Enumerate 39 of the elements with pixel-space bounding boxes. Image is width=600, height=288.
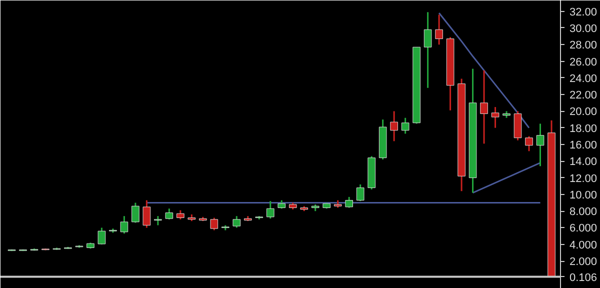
y-tick-label: 16.00 <box>570 140 598 152</box>
candlestick <box>401 117 410 134</box>
y-tick-label: 14.00 <box>570 156 598 168</box>
y-tick-label: 8.000 <box>570 206 598 218</box>
y-tick-label: 6.000 <box>570 222 598 235</box>
candlestick <box>120 215 128 234</box>
y-tick-label: 10.00 <box>570 189 598 202</box>
candlestick <box>132 202 140 224</box>
y-tick-label: 4.000 <box>570 239 598 252</box>
y-tick-label: 32.00 <box>570 6 598 18</box>
candlestick <box>525 135 533 152</box>
y-tick-label: 28.00 <box>570 40 598 52</box>
candlestick <box>210 217 218 231</box>
candlestick <box>424 11 432 89</box>
y-tick-label: 24.00 <box>570 72 598 85</box>
candlestick <box>480 70 488 144</box>
y-tick-label: 20.00 <box>570 106 598 118</box>
candlestick <box>491 106 500 129</box>
candlestick <box>345 196 353 209</box>
candlestick <box>98 226 106 246</box>
candlestick <box>232 215 241 228</box>
candlestick <box>536 122 544 167</box>
y-tick-label: 22.00 <box>570 90 598 102</box>
candlestick <box>435 14 443 46</box>
candlestick <box>266 200 274 220</box>
y-tick-label: 18.00 <box>570 122 598 135</box>
y-tick-label: 0.106 <box>570 272 598 284</box>
candlestick <box>356 184 364 202</box>
y-tick-label: 12.00 <box>570 172 598 185</box>
y-tick-label: 2.000 <box>570 256 598 268</box>
line-series <box>438 12 530 129</box>
candlestick <box>390 110 398 142</box>
candlestick <box>154 215 162 226</box>
candlestick <box>176 210 184 220</box>
line-series <box>472 162 542 194</box>
y-tick-label: 30.00 <box>570 22 598 35</box>
candlestick <box>165 208 174 220</box>
candlestick <box>142 200 151 228</box>
y-tick-label: 26.00 <box>570 56 598 68</box>
